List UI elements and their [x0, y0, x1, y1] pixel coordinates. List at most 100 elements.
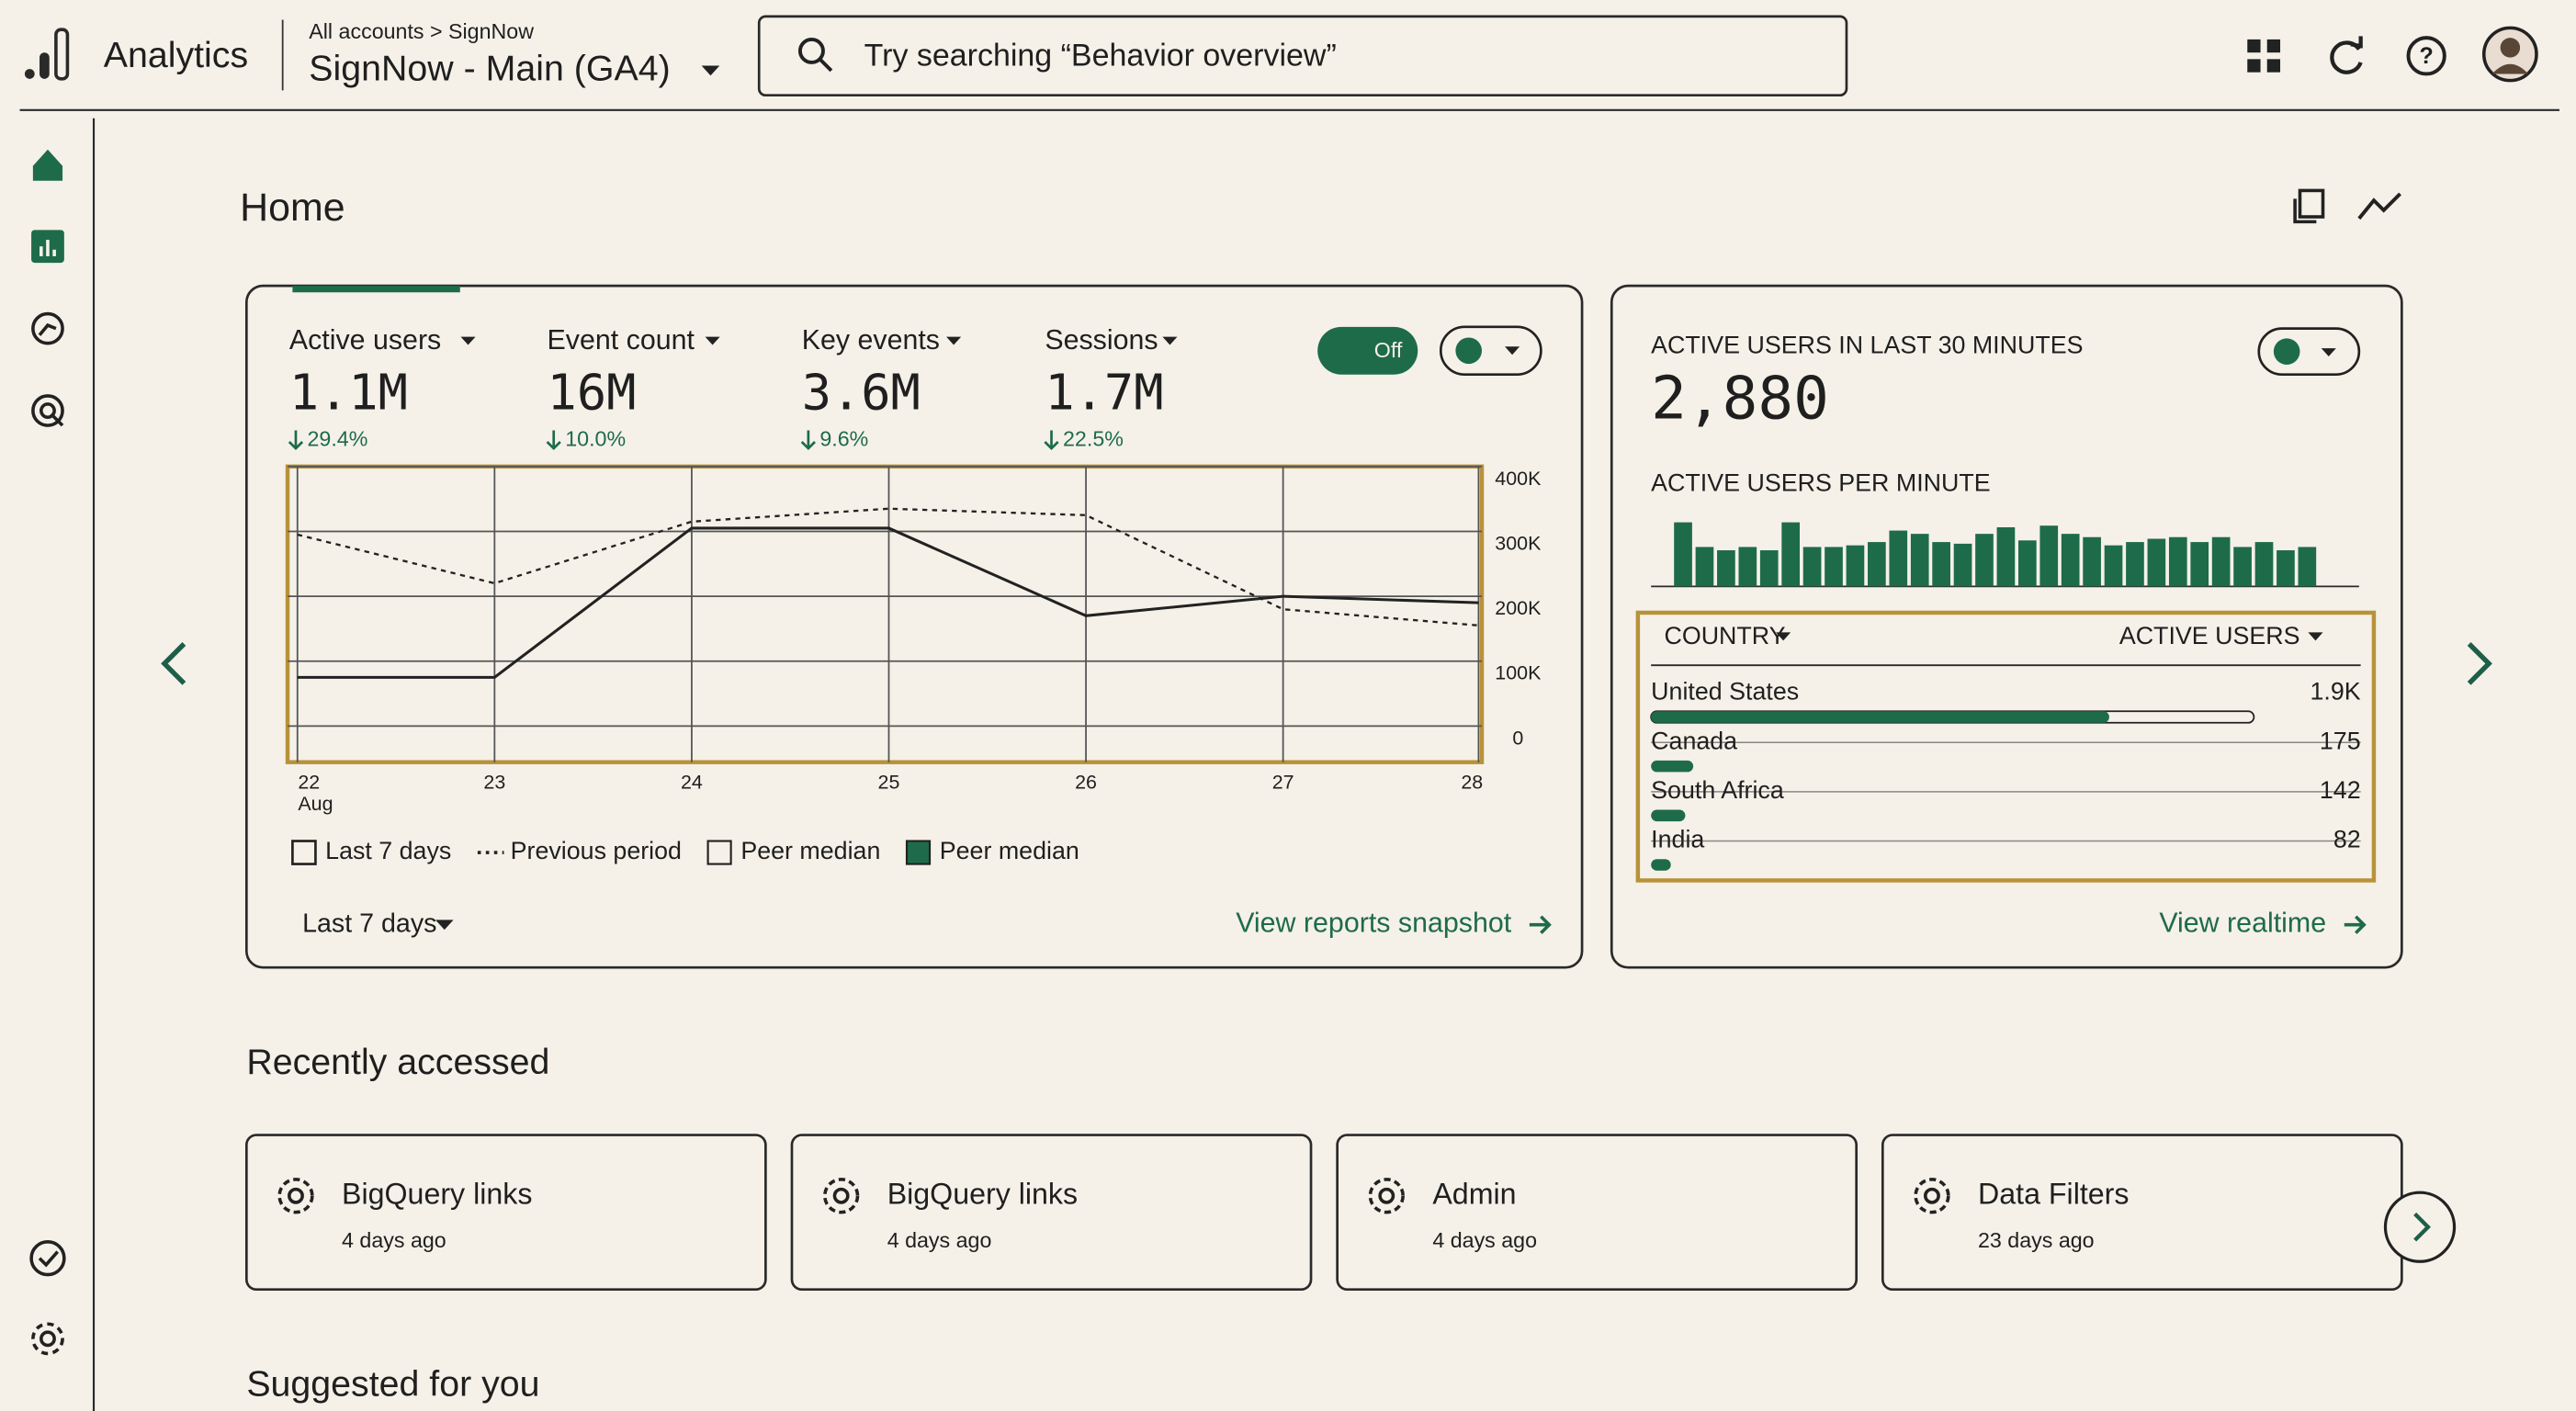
toggle[interactable]: Off	[1317, 326, 1418, 375]
recent-title: BigQuery links	[342, 1177, 532, 1210]
country-value: 175	[2320, 727, 2361, 754]
down-arrow	[546, 430, 561, 451]
nav-settings[interactable]	[31, 1322, 64, 1356]
gear-icon	[1368, 1178, 1405, 1214]
minute-bar	[1996, 526, 2016, 587]
metric-name[interactable]: Key events	[802, 324, 940, 356]
share-icon[interactable]	[2293, 188, 2325, 224]
minute-bar	[1825, 547, 1843, 587]
compare-menu[interactable]	[1439, 325, 1542, 377]
nav-home[interactable]	[32, 149, 63, 181]
search-box[interactable]	[757, 15, 1848, 97]
caret	[946, 336, 962, 345]
x-tick-label: 22	[298, 772, 320, 794]
recent-card[interactable]	[790, 1134, 1313, 1292]
x-tick-label: 27	[1272, 772, 1294, 794]
legend-swatch	[706, 840, 732, 865]
x-tick-label: 28	[1461, 772, 1483, 794]
minute-bar	[1759, 550, 1779, 587]
y-tick-label: 300K	[1495, 532, 1542, 554]
y-tick-label: 400K	[1495, 468, 1542, 490]
apps-icon[interactable]	[2247, 39, 2281, 73]
help-icon[interactable]: ?	[2406, 36, 2446, 76]
minute-bar	[2018, 540, 2037, 587]
minute-bar	[1695, 547, 1714, 587]
minute-bar	[2254, 542, 2274, 587]
minute-bar	[1889, 530, 1908, 587]
minute-bar	[2039, 525, 2059, 587]
minute-bar	[1781, 522, 1801, 587]
y-tick-label: 100K	[1495, 662, 1542, 684]
legend-label: Peer median	[740, 837, 880, 864]
caret	[705, 336, 720, 345]
realtime-compare[interactable]	[2257, 327, 2361, 377]
country-bar	[1651, 859, 1671, 871]
breadcrumb[interactable]: All accounts > SignNow	[309, 19, 534, 43]
metric-name[interactable]: Sessions	[1045, 324, 1158, 356]
minute-bar	[1953, 543, 1972, 587]
minute-bar	[1846, 545, 1865, 587]
metric-change: 9.6%	[819, 426, 868, 450]
recent-time: 4 days ago	[887, 1228, 992, 1252]
country-name: India	[1651, 826, 1704, 853]
country-name: South Africa	[1651, 776, 1784, 804]
x-tick-label: 23	[483, 772, 505, 794]
minute-bar	[1868, 542, 1886, 587]
caret	[460, 336, 476, 345]
product-name: Analytics	[104, 35, 248, 75]
legend-label: Peer median	[940, 837, 1079, 864]
legend-swatch	[905, 840, 932, 865]
gear-icon	[1914, 1178, 1950, 1214]
carousel-next[interactable]	[2383, 1191, 2457, 1263]
realtime-value: 2,880	[1651, 365, 1829, 434]
nav-advertising[interactable]	[31, 394, 64, 427]
table-header[interactable]: ACTIVE USERS	[2119, 622, 2300, 649]
recent-card[interactable]	[1336, 1134, 1859, 1292]
nav-reports[interactable]	[31, 230, 64, 264]
carousel-next[interactable]	[2467, 642, 2492, 685]
y-tick-label: 200K	[1495, 597, 1542, 619]
recent-title: Data Filters	[1978, 1177, 2129, 1210]
section-title: Recently accessed	[246, 1042, 549, 1082]
y-tick-label: 0	[1512, 727, 1523, 749]
minute-bar	[1674, 522, 1692, 587]
minute-bar	[1738, 547, 1757, 587]
series-line	[297, 526, 1479, 679]
gear-icon	[832, 1187, 850, 1204]
table-header[interactable]: COUNTRY	[1664, 622, 1785, 649]
country-value: 82	[2333, 826, 2361, 853]
caret	[1776, 632, 1791, 641]
metric-change: 10.0%	[565, 426, 626, 450]
minute-bar	[2126, 542, 2144, 587]
minute-bar	[1910, 534, 1929, 587]
metric-name[interactable]: Active users	[289, 324, 441, 356]
refresh-icon[interactable]	[2330, 36, 2363, 74]
carousel-prev[interactable]	[161, 642, 186, 685]
logo	[24, 28, 70, 81]
x-tick-label: 26	[1075, 772, 1097, 794]
recent-time: 4 days ago	[1432, 1228, 1537, 1252]
recent-card[interactable]	[244, 1134, 767, 1292]
nav-explore[interactable]	[31, 311, 64, 345]
caret	[2308, 632, 2323, 641]
metric-name[interactable]: Event count	[548, 324, 695, 356]
reports-link[interactable]: View reports snapshot	[1236, 908, 1512, 939]
minute-bar	[2190, 542, 2209, 587]
table-frame	[1635, 610, 2377, 883]
minute-bar	[1932, 542, 1950, 587]
search-placeholder: Try searching “Behavior overview”	[864, 39, 1337, 73]
realtime-link[interactable]: View realtime	[2159, 908, 2326, 939]
minute-bar	[2277, 550, 2295, 587]
country-bar	[1651, 711, 2109, 723]
metric-value: 1.7M	[1045, 364, 1163, 422]
property-selector[interactable]: SignNow - Main (GA4)	[309, 48, 670, 88]
date-range[interactable]: Last 7 days	[302, 909, 436, 938]
down-arrow	[288, 430, 304, 451]
insights-icon[interactable]	[2357, 192, 2401, 220]
down-arrow	[800, 430, 816, 451]
arrow	[1529, 915, 1552, 934]
nav-admin-tasks[interactable]	[29, 1240, 66, 1277]
avatar[interactable]	[2481, 26, 2538, 83]
minute-bar	[2211, 536, 2231, 587]
